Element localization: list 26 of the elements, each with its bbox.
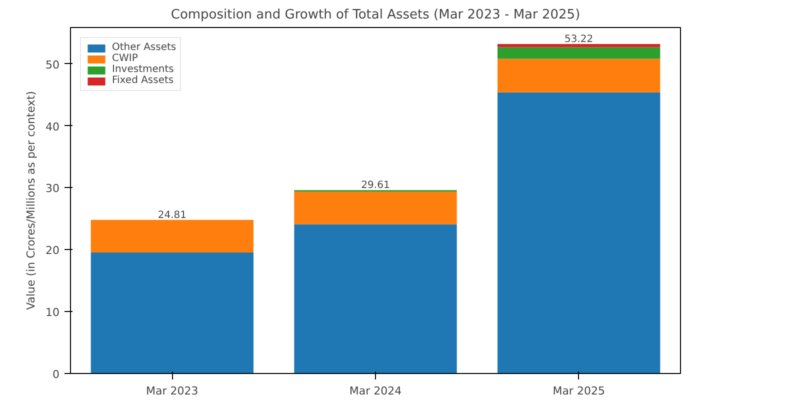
bar (498, 47, 660, 59)
y-tick-label: 40 (46, 120, 60, 134)
x-tick-label: Mar 2025 (552, 384, 605, 398)
legend-label: CWIP (112, 53, 138, 64)
x-tick-label: Mar 2024 (349, 384, 402, 398)
bar (498, 44, 660, 48)
total-label: 29.61 (361, 180, 390, 192)
x-tick-label: Mar 2023 (146, 384, 198, 398)
total-label: 24.81 (158, 210, 186, 221)
bar (90, 220, 254, 252)
chart-title: Composition and Growth of Total Assets (Mar 2023 - Mar 2025) (170, 8, 580, 22)
bar (498, 92, 660, 374)
bar (294, 224, 457, 374)
total-label: 53.22 (564, 34, 594, 45)
y-tick-label: 30 (46, 182, 60, 196)
bar (90, 252, 254, 374)
legend-label: Investments (112, 64, 174, 75)
legend-label: Other Assets (112, 42, 176, 53)
y-tick-label: 10 (46, 306, 60, 320)
y-tick-label: 0 (52, 368, 60, 381)
bar (294, 191, 457, 224)
y-tick-label: 20 (46, 244, 60, 258)
y-axis-title: Value (in Crores/Millions as per context) (24, 91, 38, 310)
legend-label: Fixed Assets (112, 75, 174, 86)
bar (498, 58, 660, 92)
y-tick-label: 50 (46, 58, 60, 72)
